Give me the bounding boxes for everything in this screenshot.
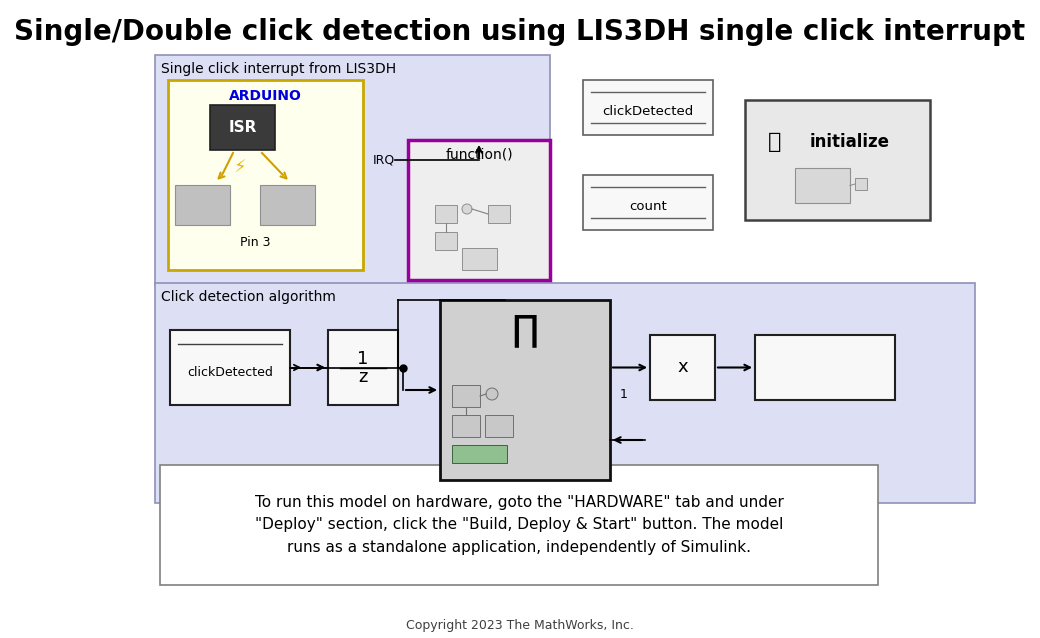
Text: clickDetected: clickDetected (187, 366, 272, 379)
Text: Copyright 2023 The MathWorks, Inc.: Copyright 2023 The MathWorks, Inc. (406, 619, 634, 632)
Text: IRQ: IRQ (373, 154, 395, 167)
Bar (855, 178, 867, 190)
Text: ISR: ISR (229, 120, 257, 135)
Bar (440, 300, 610, 480)
Bar (583, 80, 713, 135)
Circle shape (462, 204, 472, 214)
Text: x: x (677, 359, 687, 376)
Text: clickDetected: clickDetected (602, 105, 694, 118)
Bar (583, 175, 713, 230)
Circle shape (486, 388, 498, 400)
Bar (485, 415, 513, 437)
Bar (452, 415, 480, 437)
Text: initialize: initialize (809, 133, 889, 151)
Text: 1: 1 (358, 350, 369, 369)
Bar (452, 445, 508, 463)
Text: 1: 1 (620, 389, 628, 401)
Bar (462, 248, 497, 270)
Text: count: count (629, 200, 667, 213)
Text: ⏻: ⏻ (769, 132, 782, 152)
Bar (435, 232, 457, 250)
Bar (170, 330, 290, 405)
Text: Click detection algorithm: Click detection algorithm (161, 290, 336, 304)
Bar (488, 205, 510, 223)
Text: ARDUINO: ARDUINO (229, 89, 302, 103)
Bar (260, 185, 315, 225)
Bar (650, 335, 716, 400)
Bar (435, 205, 457, 223)
Text: To run this model on hardware, goto the "HARDWARE" tab and under
"Deploy" sectio: To run this model on hardware, goto the … (255, 494, 783, 555)
Bar (745, 100, 930, 220)
Bar (155, 55, 550, 285)
Text: Pin 3: Pin 3 (240, 235, 270, 248)
Text: Single click interrupt from LIS3DH: Single click interrupt from LIS3DH (161, 62, 396, 76)
Text: z: z (359, 369, 368, 387)
Bar (175, 185, 230, 225)
Bar (210, 105, 275, 150)
Bar (795, 168, 850, 203)
Text: Single/Double click detection using LIS3DH single click interrupt: Single/Double click detection using LIS3… (15, 18, 1025, 46)
Text: ∏: ∏ (512, 313, 539, 347)
Text: function(): function() (445, 148, 513, 162)
Text: ⚡: ⚡ (234, 159, 246, 177)
Bar (160, 465, 878, 585)
Bar (452, 385, 480, 407)
Bar (168, 80, 363, 270)
Bar (408, 140, 550, 280)
Bar (328, 330, 398, 405)
Bar (755, 335, 895, 400)
Bar (155, 283, 976, 503)
